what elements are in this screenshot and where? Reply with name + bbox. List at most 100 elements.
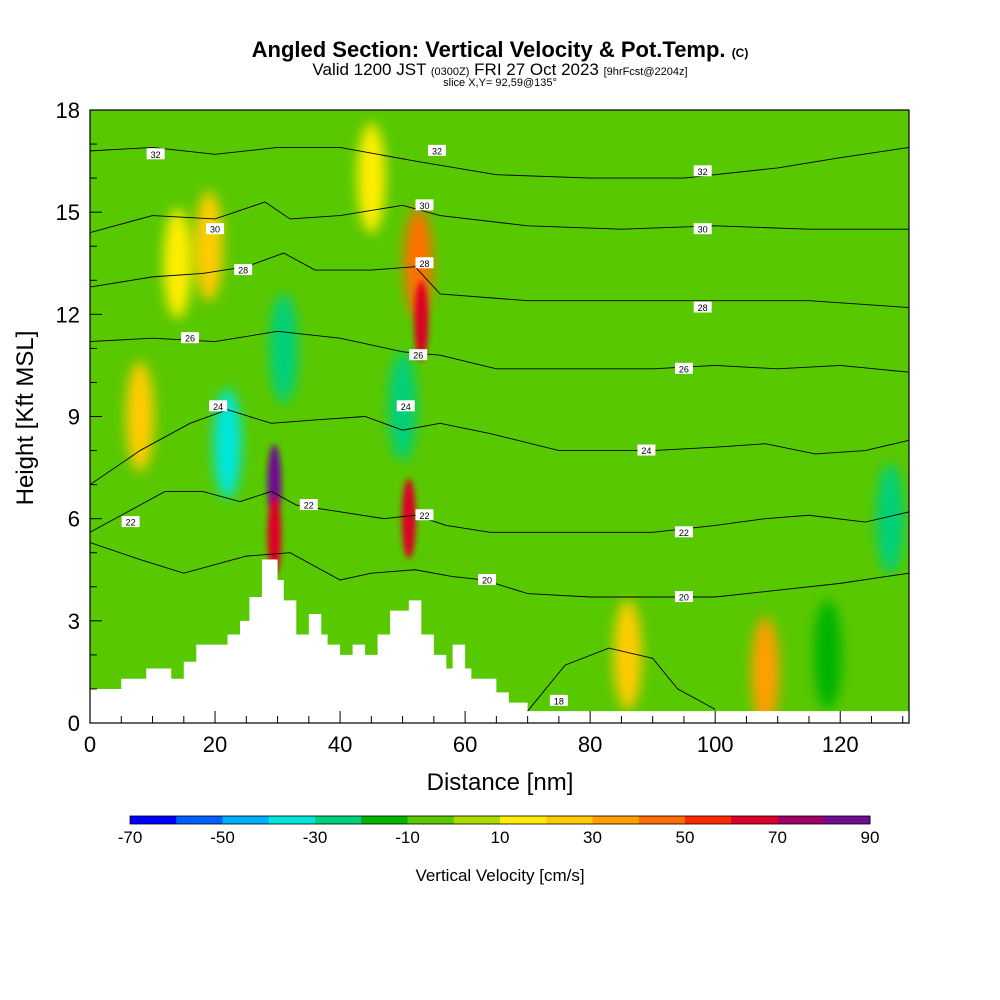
x-tick-label-120: 120 [822, 732, 859, 757]
colorbar-swatch-8 [500, 816, 547, 824]
contour-label-box-12 [209, 400, 228, 412]
contour-label-13: 24 [401, 402, 411, 412]
colorbar-tick-30: 30 [583, 828, 602, 847]
x-tick-label-100: 100 [697, 732, 734, 757]
contour-label-box-18 [674, 526, 693, 538]
x-tick-label-60: 60 [453, 732, 477, 757]
colorbar-swatch-4 [315, 816, 362, 824]
velocity-cell-13 [751, 616, 780, 723]
colorbar-tick--50: -50 [210, 828, 235, 847]
contour-label-11: 26 [679, 364, 689, 374]
colorbar-swatch-15 [823, 816, 871, 824]
terrain-profile [90, 559, 909, 723]
contour-label-box-3 [206, 223, 225, 235]
y-axis-ticks: 0 3 6 9 12 15 18 [56, 98, 102, 736]
colorbar-swatch-10 [592, 816, 640, 824]
y-tick-label-6: 6 [68, 507, 80, 532]
contour-label-3: 30 [210, 225, 220, 235]
velocity-cell-12 [613, 599, 642, 710]
contour-label-12: 24 [213, 402, 223, 412]
x-tick-label-40: 40 [328, 732, 352, 757]
contour-label-5: 30 [698, 225, 708, 235]
colorbar-swatch-2 [222, 816, 270, 824]
subtitle-prefix: Valid 1200 JST [312, 60, 427, 79]
contour-label-9: 26 [185, 334, 195, 344]
subtitle-fcst: [9hrFcst@2204z] [603, 66, 688, 78]
y-axis-label: Height [Kft MSL] [12, 331, 39, 506]
terrain-mask [90, 559, 909, 723]
y-tick-label-15: 15 [56, 200, 80, 225]
colorbar-tick--30: -30 [303, 828, 328, 847]
contour-label-17: 22 [419, 511, 429, 521]
colorbar-tick-90: 90 [861, 828, 880, 847]
velocity-field [90, 110, 909, 723]
contour-label-15: 22 [126, 518, 136, 528]
velocity-cell-14 [813, 599, 842, 710]
colorbar-frame [129, 815, 871, 825]
contour-label-box-14 [637, 444, 656, 456]
contour-label-0: 32 [151, 150, 161, 160]
contour-label-20: 20 [679, 592, 689, 602]
colorbar-swatch-5 [361, 816, 408, 824]
subtitle-utc: (0300Z) [430, 66, 470, 78]
colorbar-swatch-11 [638, 816, 686, 824]
colorbar-tick-10: 10 [491, 828, 510, 847]
velocity-cell-9 [194, 191, 223, 302]
title-text: Angled Section: Vertical Velocity & Pot.… [251, 37, 726, 62]
isentrope-contours [90, 147, 909, 712]
contour-label-19: 20 [482, 575, 492, 585]
colorbar-tick-70: 70 [768, 828, 787, 847]
chart-subtitle: Valid 1200 JST (0300Z) FRI 27 Oct 2023 [… [0, 60, 1000, 80]
isentrope-28 [90, 252, 909, 308]
y-tick-label-12: 12 [56, 302, 80, 327]
contour-label-2: 32 [698, 167, 708, 177]
contour-label-box-10 [409, 349, 428, 361]
y-tick-label-3: 3 [68, 609, 80, 634]
velocity-cell-10 [357, 123, 386, 234]
contour-label-box-21 [549, 694, 568, 706]
isentrope-26 [90, 330, 909, 373]
colorbar-tick-50: 50 [676, 828, 695, 847]
contour-label-10: 26 [413, 351, 423, 361]
colorbar-tick--10: -10 [395, 828, 420, 847]
colorbar-swatch-9 [546, 816, 593, 824]
velocity-cell-2 [401, 478, 416, 559]
contour-label-box-8 [693, 301, 712, 313]
contour-label-box-2 [693, 165, 712, 177]
contour-label-box-16 [299, 499, 318, 511]
velocity-cell-6 [269, 293, 298, 404]
contour-label-box-17 [415, 509, 434, 521]
velocity-cell-11 [126, 361, 155, 472]
contour-labels: 32 32 32 30 30 30 28 28 28 26 26 26 24 24 24 22 22 22 22 20… [121, 144, 712, 706]
subtitle-date: FRI 27 Oct 2023 [474, 60, 599, 79]
contour-label-box-4 [415, 199, 434, 211]
isentrope-18 [527, 647, 716, 712]
velocity-cell-3 [414, 281, 429, 362]
x-axis-label: Distance [nm] [427, 769, 574, 796]
colorbar-label: Vertical Velocity [cm/s] [415, 866, 584, 885]
x-axis-ticks: 0 20 40 60 80 100 120 [84, 711, 904, 757]
y-tick-label-9: 9 [68, 405, 80, 430]
contour-label-box-9 [181, 332, 200, 344]
x-tick-label-20: 20 [203, 732, 227, 757]
isentrope-32 [90, 147, 909, 179]
colorbar-tick--70: -70 [118, 828, 143, 847]
x-tick-label-0: 0 [84, 732, 96, 757]
contour-label-box-0 [146, 148, 165, 160]
contour-label-7: 28 [419, 259, 429, 269]
contour-label-6: 28 [238, 266, 248, 276]
velocity-cell-5 [213, 388, 242, 499]
contour-label-box-5 [693, 223, 712, 235]
colorbar: -70 -50 -30 -10 10 30 50 70 90 [118, 815, 880, 847]
contour-label-box-1 [427, 144, 446, 156]
velocity-cell-15 [876, 463, 905, 574]
contour-label-box-19 [477, 573, 496, 585]
title-mark: (C) [731, 46, 749, 60]
velocity-cell-1 [267, 495, 282, 576]
colorbar-swatch-14 [777, 816, 825, 824]
colorbar-swatch-7 [453, 816, 501, 824]
isentrope-24 [90, 409, 909, 485]
contour-label-21: 18 [554, 696, 564, 706]
x-tick-label-80: 80 [578, 732, 602, 757]
